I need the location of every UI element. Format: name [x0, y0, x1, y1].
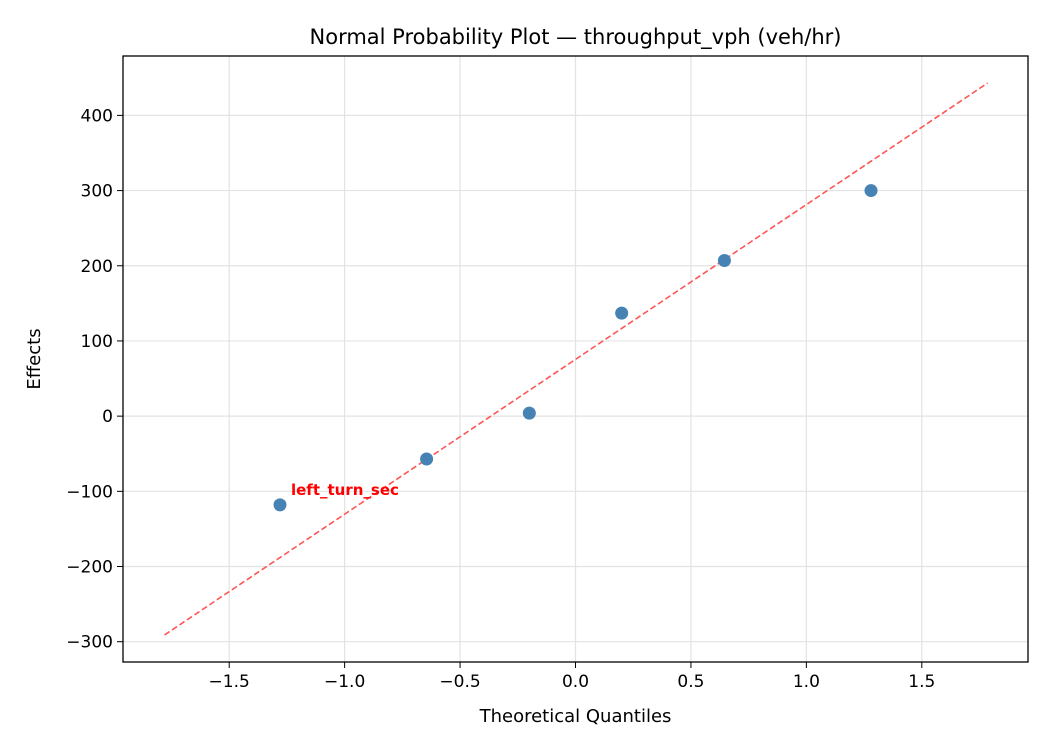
x-axis-ticks: −1.5 −1.0 −0.5 0.0 0.5 1.0 1.5 — [209, 662, 935, 692]
reference-line-segment — [164, 82, 989, 636]
y-tick-label: −100 — [66, 482, 113, 502]
data-point — [420, 452, 434, 466]
y-tick-label: 400 — [81, 106, 113, 126]
y-tick-label: −200 — [66, 558, 113, 578]
y-tick-label: −300 — [66, 633, 113, 653]
annotations: left_turn_sec — [291, 481, 399, 499]
y-tick-label: 0 — [102, 407, 113, 427]
x-tick-label: 0.0 — [562, 672, 589, 692]
chart-title: Normal Probability Plot — throughput_vph… — [310, 25, 842, 50]
y-axis-ticks: −300 −200 −100 0 100 200 300 400 — [66, 106, 123, 653]
y-tick-label: 100 — [81, 332, 113, 352]
data-point — [615, 306, 629, 320]
reference-line — [164, 82, 989, 636]
x-tick-label: 1.0 — [793, 672, 820, 692]
point-annotation: left_turn_sec — [291, 481, 399, 499]
x-tick-label: −1.5 — [209, 672, 250, 692]
x-tick-label: 0.5 — [677, 672, 704, 692]
data-point — [522, 406, 536, 420]
data-points — [273, 184, 878, 512]
data-point — [864, 184, 878, 198]
x-tick-label: −0.5 — [439, 672, 480, 692]
x-tick-label: 1.5 — [908, 672, 935, 692]
data-point — [273, 498, 287, 512]
y-axis-label: Effects — [24, 328, 45, 389]
y-tick-label: 300 — [81, 182, 113, 202]
x-tick-label: −1.0 — [324, 672, 365, 692]
data-point — [717, 254, 731, 268]
x-axis-label: Theoretical Quantiles — [479, 706, 672, 727]
y-tick-label: 200 — [81, 257, 113, 277]
